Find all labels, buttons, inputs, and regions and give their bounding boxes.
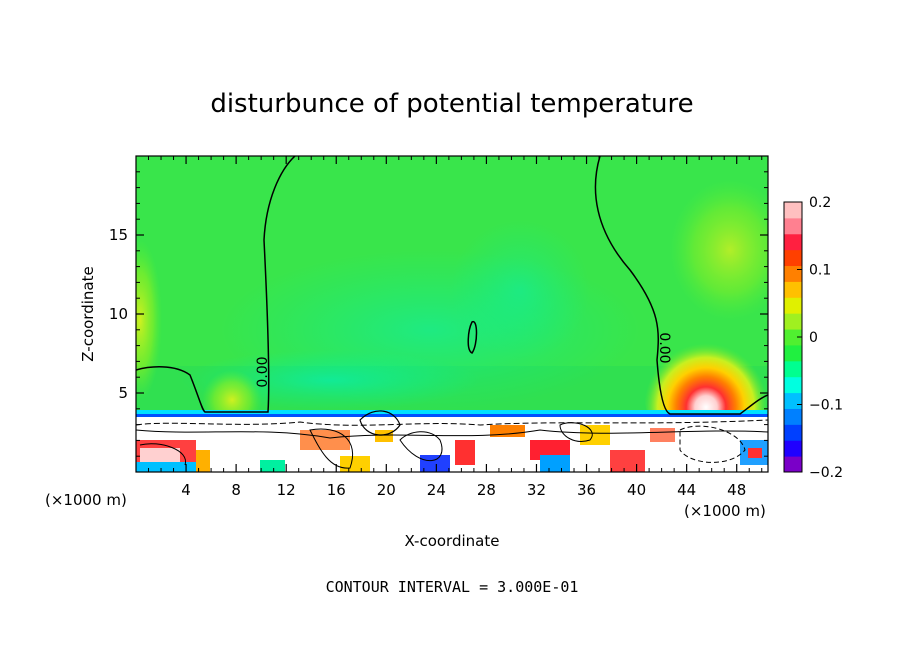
x-tick-label: 32 <box>527 481 546 499</box>
colorbar-tick-label: −0.1 <box>809 398 843 414</box>
colorbar-ticks: 0.2 0.1 0 −0.1 −0.2 <box>797 195 843 481</box>
contour-loop-5 <box>679 425 746 463</box>
y-axis-label: Z-coordinate <box>79 266 97 361</box>
contour-field: 0.00 0.00 <box>136 156 768 472</box>
colorbar-tick-label: 0 <box>809 330 818 346</box>
x-tick-label: 4 <box>181 481 191 499</box>
colorbar-swatch <box>784 313 802 330</box>
left-warm-edge <box>136 240 162 400</box>
colorbar-swatch <box>784 360 802 378</box>
upper-right-warm <box>670 180 768 320</box>
boundary-layer <box>136 417 768 472</box>
colorbar-swatch <box>784 329 802 346</box>
colorbar-tick-label: −0.2 <box>809 465 843 481</box>
colorbar-swatch <box>784 376 802 394</box>
colorbar <box>783 201 803 473</box>
x-tick-label: 12 <box>277 481 296 499</box>
x-tick-label: 16 <box>327 481 346 499</box>
colorbar-swatch <box>784 281 802 298</box>
x-tick-label: 20 <box>377 481 396 499</box>
x-axis-label: X-coordinate <box>405 532 500 550</box>
contour-zero-left <box>136 156 296 413</box>
y-axis-ticks: 5 10 15 <box>109 171 768 457</box>
contour-interval-note: CONTOUR INTERVAL = 3.000E-01 <box>326 578 579 596</box>
contour-loop-4 <box>559 422 593 442</box>
contour-label-right: 0.00 <box>656 332 672 363</box>
colorbar-swatch <box>784 233 802 251</box>
colorbar-swatch <box>784 344 802 362</box>
colorbar-tick-label: 0.2 <box>809 195 831 211</box>
colorbar-swatch <box>784 249 802 267</box>
colorbar-tick-label: 0.1 <box>809 263 831 279</box>
colorbar-swatch <box>784 424 802 441</box>
y-tick-label: 10 <box>109 305 128 323</box>
colorbar-swatch <box>784 392 802 409</box>
contour-loop-3 <box>359 410 401 436</box>
colorbar-swatch <box>784 265 802 282</box>
colorbar-swatch <box>784 202 802 219</box>
cool-band-top <box>136 410 768 415</box>
chart-title: disturbunce of potential temperature <box>210 89 693 119</box>
contour-solid-2 <box>139 443 186 466</box>
x-tick-label: 28 <box>477 481 496 499</box>
contour-solid-1 <box>136 429 768 439</box>
x-tick-label: 8 <box>231 481 241 499</box>
x-tick-label: 36 <box>577 481 596 499</box>
x-unit-right: (×1000 m) <box>684 502 766 520</box>
colorbar-swatch <box>784 408 802 425</box>
colorbar-swatch <box>784 217 802 235</box>
x-tick-label: 48 <box>727 481 746 499</box>
y-tick-label: 5 <box>118 384 128 402</box>
x-unit-left: (×1000 m) <box>45 491 127 509</box>
contour-lines <box>136 156 768 469</box>
x-axis-ticks: 4 8 12 16 20 24 28 32 36 40 44 48 <box>148 156 763 499</box>
contour-dashed-1 <box>136 419 768 426</box>
contour-loop-1 <box>309 428 354 469</box>
colorbar-swatch <box>784 440 802 457</box>
contour-label-left: 0.00 <box>255 356 271 387</box>
cool-band-core <box>136 414 768 417</box>
colorbar-swatch <box>784 456 802 473</box>
x-tick-label: 44 <box>677 481 696 499</box>
x-tick-label: 40 <box>627 481 646 499</box>
x-tick-label: 24 <box>427 481 446 499</box>
contour-zero-right <box>594 156 768 415</box>
y-tick-label: 15 <box>109 226 128 244</box>
colorbar-swatch <box>784 297 802 314</box>
contour-loop-2 <box>399 431 443 462</box>
weak-cool-region-2 <box>450 220 590 360</box>
contour-small-loop <box>467 321 478 354</box>
